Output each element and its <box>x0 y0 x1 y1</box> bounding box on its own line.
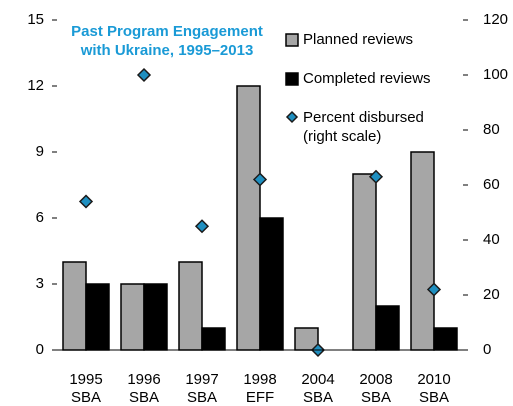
bar <box>120 283 145 351</box>
legend-marker <box>285 110 299 124</box>
bar <box>375 305 400 351</box>
y2-tick-label: 20 <box>483 286 500 303</box>
chart-title: Past Program Engagement with Ukraine, 19… <box>71 23 263 59</box>
legend-swatch <box>285 33 299 47</box>
bar <box>352 173 377 351</box>
bar <box>143 283 168 351</box>
legend-label: Planned reviews <box>303 31 414 48</box>
y-tick-label: 6 <box>36 209 44 226</box>
legend-label: Completed reviews <box>303 70 431 87</box>
bar <box>62 261 87 351</box>
x-tick-label: 2008 SBA <box>359 371 393 406</box>
bar <box>259 217 284 351</box>
bar <box>410 151 435 351</box>
x-tick-label: 1997 SBA <box>185 371 219 406</box>
bar <box>433 327 458 351</box>
bar <box>236 85 261 351</box>
bar <box>85 283 110 351</box>
y-tick-label: 0 <box>36 341 44 358</box>
legend-label: Percent disbursed (right scale) <box>303 109 424 145</box>
diamond-marker <box>426 282 442 297</box>
diamond-marker <box>78 194 94 209</box>
y-tick-label: 12 <box>27 77 44 94</box>
y2-tick-label: 40 <box>483 231 500 248</box>
x-tick-label: 1995 SBA <box>69 371 103 406</box>
y-tick-label: 15 <box>27 11 44 28</box>
x-tick-label: 2004 SBA <box>301 371 335 406</box>
diamond-marker <box>136 67 152 83</box>
diamond-marker <box>194 219 210 234</box>
legend-swatch <box>285 72 299 86</box>
diamond-marker <box>368 169 384 184</box>
x-tick-label: 2010 SBA <box>417 371 451 406</box>
y2-tick-label: 120 <box>483 11 508 28</box>
bar <box>178 261 203 351</box>
y-tick-label: 3 <box>36 275 44 292</box>
y2-tick-label: 0 <box>483 341 491 358</box>
y2-tick-label: 60 <box>483 176 500 193</box>
y2-tick-label: 80 <box>483 121 500 138</box>
y-tick-label: 9 <box>36 143 44 160</box>
diamond-marker <box>252 172 268 187</box>
bar <box>201 327 226 351</box>
x-tick-label: 1996 SBA <box>127 371 161 406</box>
x-tick-label: 1998 EFF <box>243 371 277 406</box>
y2-tick-label: 100 <box>483 66 508 83</box>
